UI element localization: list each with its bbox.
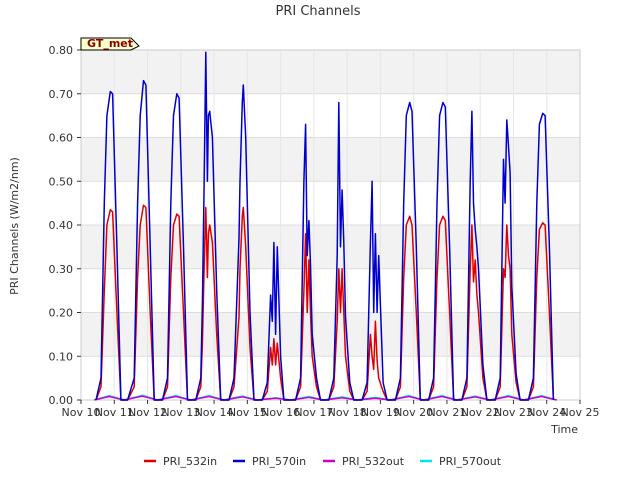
x-tick-label: Nov 19 <box>361 406 400 419</box>
legend-label: PRI_570in <box>252 455 306 468</box>
badge-shape <box>80 37 140 51</box>
x-tick-label: Nov 13 <box>161 406 200 419</box>
x-tick-label: Nov 14 <box>195 406 234 419</box>
x-tick-label: Nov 17 <box>294 406 333 419</box>
x-tick-label: Nov 11 <box>95 406 134 419</box>
legend-label: PRI_532in <box>163 455 217 468</box>
y-tick-label: 0.70 <box>49 88 74 101</box>
x-tick-label: Nov 10 <box>62 406 101 419</box>
y-tick-label: 0.10 <box>49 350 74 363</box>
y-axis-label: PRI Channels (W/m2/nm) <box>8 157 21 295</box>
x-tick-label: Nov 25 <box>561 406 600 419</box>
plot-band <box>81 312 580 357</box>
x-tick-label: Nov 20 <box>394 406 433 419</box>
x-tick-label: Nov 21 <box>427 406 466 419</box>
plot-band <box>81 225 580 269</box>
x-tick-label: Nov 24 <box>527 406 566 419</box>
y-axis-ticks: 0.00 0.10 0.20 0.30 0.40 0.50 0.60 0.70 0.80 <box>49 44 81 407</box>
y-tick-label: 0.00 <box>49 394 74 407</box>
x-tick-label: Nov 23 <box>494 406 533 419</box>
legend-label: PRI_532out <box>342 455 405 468</box>
series-lines <box>94 51 557 401</box>
x-tick-label: Nov 22 <box>461 406 500 419</box>
chart-title: PRI Channels <box>276 4 361 19</box>
x-tick-label: Nov 15 <box>228 406 267 419</box>
gt-met-badge: GT_met <box>80 37 140 51</box>
y-tick-label: 0.50 <box>49 175 74 188</box>
plot-band <box>81 50 580 94</box>
x-tick-label: Nov 16 <box>261 406 300 419</box>
legend: PRI_532in PRI_570in PRI_532out PRI_570out <box>144 455 502 468</box>
x-axis-label: Time <box>550 423 578 436</box>
y-tick-label: 0.30 <box>49 263 74 276</box>
badge-text: GT_met <box>87 37 133 50</box>
series-line-pri-570in <box>95 51 555 401</box>
plot-band <box>81 137 580 182</box>
y-tick-label: 0.20 <box>49 307 74 320</box>
y-tick-label: 0.60 <box>49 132 74 145</box>
plot-bands <box>81 50 580 357</box>
y-tick-label: 0.40 <box>49 219 74 232</box>
x-tick-label: Nov 12 <box>128 406 167 419</box>
x-tick-label: Nov 18 <box>328 406 367 419</box>
y-tick-label: 0.80 <box>49 44 74 57</box>
legend-label: PRI_570out <box>439 455 502 468</box>
